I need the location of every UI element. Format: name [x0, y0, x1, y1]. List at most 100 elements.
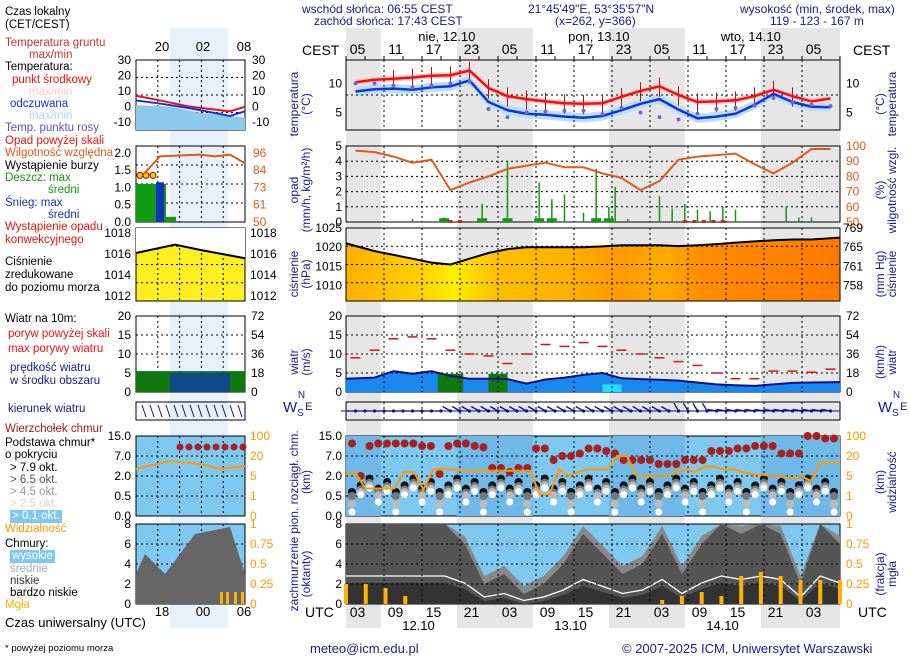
legend-wind-arrow	[141, 404, 147, 418]
legend-cloud-tick: 7.0	[114, 449, 131, 463]
local-hour-label: 11	[540, 41, 555, 57]
fog-tick: 0.25	[846, 577, 870, 591]
sunrise: wschód słońca: 06:55 CEST	[302, 2, 453, 16]
sunset: zachód słońca: 17:43 CEST	[314, 14, 463, 28]
cloudbase-tick: 7.0	[325, 449, 342, 463]
legend-apparent-line	[135, 99, 246, 118]
wind-arrow-head	[809, 409, 814, 413]
legend-rain-avg-bar	[164, 216, 176, 222]
cloud-base-dot-01	[681, 498, 689, 506]
cloudbase-tick: 0.0	[325, 509, 342, 523]
email-link[interactable]: meteo@icm.edu.pl	[310, 641, 419, 656]
wind-arrow-head	[714, 409, 719, 413]
precip-tick: 4	[335, 154, 342, 168]
cloud-top-dot	[418, 442, 427, 450]
legend-wind-tick: 15	[118, 328, 132, 342]
legend-dir-panel	[135, 401, 246, 421]
legend-cloud-top-dot	[185, 443, 193, 451]
utc-hour-label: 15	[730, 604, 746, 620]
local-day-label: wto, 14.10	[720, 29, 781, 44]
legend-pressure-tick: 1012	[104, 289, 131, 303]
cloud-base-dot-01	[567, 508, 575, 516]
fog-bar	[778, 576, 783, 604]
wind-kmh-tick: 54	[846, 328, 860, 342]
pressure-mmhg-tick: 758	[843, 279, 863, 293]
legend-wind-tick: 5	[124, 366, 131, 380]
legend-rain-max: Deszcz: max	[5, 172, 71, 184]
cloud-base-dot-01	[444, 491, 452, 499]
cloud-top-dot	[637, 456, 646, 464]
wind-arrow-head	[743, 409, 747, 413]
wind-tick: 20	[329, 309, 343, 323]
cloud-base-dot-65	[610, 492, 619, 500]
cloud-base-dot-45	[698, 500, 707, 508]
cloud-base-dot-45	[681, 491, 690, 500]
cloud-top-dot	[672, 460, 681, 468]
humidity-tick: 80	[846, 169, 860, 183]
legend-cloud-tick: 0.5	[114, 489, 131, 503]
legend-okt-65: > 6.5 okt.	[10, 474, 58, 486]
legend-fog-tick: 0.5	[250, 557, 267, 571]
legend-temperature: Temperatura:	[5, 61, 73, 73]
cloud-base-dot-01	[707, 491, 715, 499]
utc-hour-label: 15	[426, 604, 442, 620]
wind-arrow-head	[781, 409, 785, 413]
cloud-base-dot-01	[690, 487, 698, 495]
dew-point-dot	[771, 95, 776, 100]
legend-dew-fill	[136, 105, 245, 130]
wind-arrow-head	[591, 409, 595, 413]
legend-gust-over: poryw powyżej skali	[8, 328, 110, 340]
wind-tick: 0	[335, 385, 342, 399]
legend-wind-arrow	[165, 404, 171, 418]
wind-arrow-head	[619, 409, 624, 413]
legend-wind-arrow	[229, 404, 235, 418]
cloud-base-dot-65	[698, 492, 707, 500]
legend-temp-tick-right: 30	[252, 53, 266, 67]
wind-arrow-head	[553, 409, 557, 413]
cloud-base-dot-45	[593, 491, 602, 500]
rain-avg-bar	[546, 218, 557, 222]
legend-fog-bar	[241, 592, 244, 604]
cloud-top-dot	[733, 444, 742, 453]
cloud-base-dot-01	[497, 484, 505, 492]
local-hour-label: 17	[578, 41, 594, 57]
legend-humidity-line	[143, 153, 246, 175]
pressure-tick: 1010	[315, 279, 342, 293]
wind-kmh-tick: 36	[846, 347, 860, 361]
cloud-top-dot	[549, 456, 558, 464]
local-hour-label: 05	[350, 41, 366, 57]
wind-weak-fill	[602, 384, 622, 392]
legend-temp-tick-right: 10	[252, 84, 266, 98]
visibility-tick: 5	[846, 469, 853, 483]
cloud-top-dot	[698, 456, 707, 464]
fog-tick: 1	[846, 517, 853, 531]
cloud-top-dot	[724, 447, 733, 455]
visibility-line	[346, 455, 840, 496]
legend-visibility: Widzialność	[5, 523, 67, 535]
legend-humidity: Wilgotność względna	[5, 147, 114, 159]
local-hour-label: 05	[654, 41, 670, 57]
legend-humidity-tick: 84	[253, 163, 267, 177]
cloud-base-dot-01	[418, 498, 426, 506]
humidity-line	[355, 148, 831, 192]
legend-wind-kmh-tick: 54	[251, 328, 265, 342]
legend-wind-tick: 0	[124, 385, 131, 399]
legend-ground-temp: Temperatura gruntu	[5, 37, 106, 49]
precip-tick: 1	[335, 200, 342, 214]
cloud-base-dot-45	[830, 500, 838, 508]
cloud-base-dot-01	[628, 484, 636, 492]
legend-snow-bar	[156, 182, 164, 222]
fog-tick: 0	[846, 597, 853, 611]
humidity-tick: 50	[846, 215, 860, 229]
dew-point-dot	[600, 112, 605, 117]
legend-local-time: Czas lokalny	[5, 6, 71, 18]
wind-arrow-head	[657, 409, 662, 413]
wind-arrow-head	[420, 409, 424, 413]
legend-pressure-tick: 1016	[104, 247, 131, 261]
cloud-top-dot	[689, 456, 698, 464]
cloud-top-dot	[540, 444, 549, 453]
legend-wind-tick: 10	[118, 347, 132, 361]
dew-point-dot	[391, 83, 396, 88]
very-low-cloud-fill	[346, 583, 840, 604]
cloud-base-dot-45	[549, 491, 558, 500]
